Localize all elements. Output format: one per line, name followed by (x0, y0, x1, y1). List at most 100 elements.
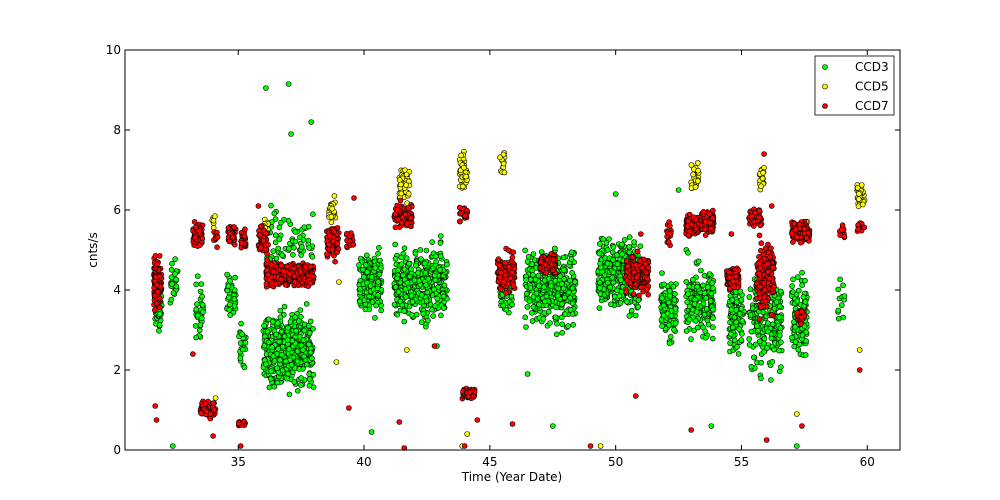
data-point (465, 393, 472, 400)
data-point (265, 271, 271, 278)
data-point (700, 209, 707, 215)
data-point (423, 298, 430, 304)
data-point (688, 221, 695, 228)
data-point (157, 311, 163, 317)
data-points (151, 81, 868, 451)
data-point (756, 232, 763, 239)
data-point (835, 315, 842, 322)
data-point (731, 337, 738, 344)
data-point (191, 219, 198, 225)
data-point (398, 190, 405, 197)
data-point (667, 292, 673, 299)
data-point (154, 282, 160, 288)
data-point (632, 281, 639, 288)
data-point (567, 277, 573, 284)
data-point (686, 316, 693, 323)
data-point (398, 261, 405, 268)
data-point (202, 401, 209, 407)
data-point (769, 358, 776, 365)
data-point (535, 283, 542, 289)
data-point (154, 261, 161, 267)
data-point (799, 282, 805, 289)
data-point (195, 273, 201, 280)
data-point (503, 290, 509, 296)
data-point (398, 254, 405, 261)
data-point (392, 284, 399, 290)
data-point (707, 225, 714, 232)
data-point (418, 292, 425, 298)
data-point (286, 391, 293, 398)
data-point (729, 297, 736, 303)
data-point (406, 273, 413, 280)
data-point (423, 247, 430, 254)
data-point (196, 228, 203, 234)
data-point (559, 301, 565, 307)
data-point (695, 258, 702, 265)
data-point (404, 279, 411, 286)
data-point (551, 245, 558, 252)
data-point (306, 245, 312, 251)
data-point (707, 220, 713, 226)
data-point (307, 280, 314, 287)
data-point (759, 175, 766, 182)
data-point (272, 239, 279, 246)
data-point (406, 260, 412, 267)
data-point (356, 262, 362, 268)
data-point (756, 338, 763, 345)
data-point (294, 358, 301, 365)
data-point (800, 294, 807, 300)
data-point (328, 214, 335, 220)
data-point (258, 245, 264, 251)
data-point (278, 328, 285, 335)
data-point (708, 290, 715, 297)
data-point (794, 298, 801, 305)
data-point (757, 222, 764, 229)
data-point (859, 201, 866, 208)
data-point (329, 247, 336, 253)
data-point (692, 184, 699, 190)
data-point (282, 281, 289, 288)
data-point (274, 320, 281, 326)
data-point (726, 269, 732, 276)
data-point (660, 302, 667, 309)
data-point (553, 320, 560, 327)
data-point (671, 297, 678, 303)
data-point (464, 431, 471, 437)
data-point (271, 358, 278, 364)
data-point (200, 309, 206, 315)
data-point (408, 312, 415, 318)
data-point (193, 334, 199, 341)
data-point (547, 320, 553, 326)
data-point (411, 277, 418, 284)
data-point (242, 339, 249, 346)
data-point (193, 224, 199, 230)
data-point (541, 277, 548, 284)
data-point (417, 247, 424, 253)
data-point (610, 269, 617, 276)
data-point (529, 318, 536, 324)
data-point (768, 377, 774, 383)
data-point (746, 294, 753, 300)
data-point (666, 340, 673, 347)
data-point (540, 315, 547, 322)
data-point (279, 252, 286, 259)
data-point (273, 331, 279, 338)
data-point (760, 170, 766, 176)
data-point (276, 338, 283, 345)
data-point (396, 177, 403, 183)
data-point (675, 187, 682, 193)
data-point (278, 219, 284, 226)
data-point (437, 240, 444, 246)
data-point (301, 327, 308, 334)
data-point (413, 262, 419, 269)
data-point (703, 295, 710, 301)
data-point (726, 274, 733, 281)
data-point (690, 171, 696, 178)
data-point (710, 207, 716, 214)
data-point (626, 313, 633, 319)
data-point (281, 333, 288, 340)
data-point (422, 260, 428, 267)
data-point (856, 347, 863, 353)
data-point (568, 249, 575, 256)
data-point (291, 279, 298, 285)
